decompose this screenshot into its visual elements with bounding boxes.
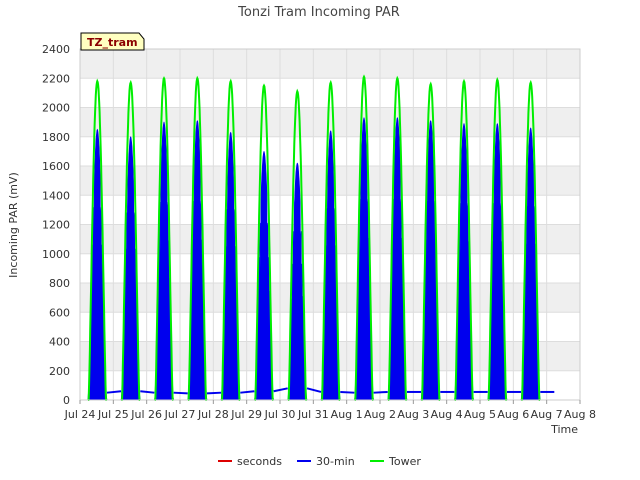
y-tick-label: 1400 — [42, 189, 70, 202]
y-tick-label: 1000 — [42, 248, 70, 261]
y-tick-label: 2000 — [42, 102, 70, 115]
y-tick-label: 600 — [49, 306, 70, 319]
x-tick-label: Jul 24 — [64, 408, 96, 421]
x-axis-ticks: Jul 24 Jul 25 Jul 26 Jul 27 Jul 28 Jul 29 Jul … — [64, 400, 596, 421]
x-tick-label: Jul 26 — [130, 408, 162, 421]
x-tick-label: Aug 2 — [364, 408, 396, 421]
series-30-min — [87, 116, 555, 401]
plot-band — [80, 49, 580, 79]
legend: seconds 30-min Tower — [218, 455, 421, 468]
night-baseline-30-min — [373, 390, 388, 394]
x-axis-label: Time — [550, 423, 578, 436]
y-tick-label: 2400 — [42, 43, 70, 56]
day-curve-tower — [87, 78, 108, 401]
legend-label-tower: Tower — [388, 455, 421, 468]
night-baseline-30-min — [106, 390, 122, 394]
x-tick-label: Aug 7 — [531, 408, 563, 421]
series-tower — [87, 74, 541, 401]
day-curve-tower — [520, 79, 541, 401]
x-tick-label: Aug 6 — [497, 408, 529, 421]
x-tick-label: Aug 1 — [331, 408, 363, 421]
night-baseline-30-min — [140, 390, 155, 394]
night-baseline-30-min — [173, 391, 188, 395]
x-tick-label: Jul 31 — [297, 408, 329, 421]
x-tick-label: Jul 29 — [230, 408, 262, 421]
y-tick-label: 0 — [63, 394, 70, 407]
y-axis-label: Incoming PAR (mV) — [7, 172, 20, 278]
legend-label-seconds: seconds — [237, 455, 282, 468]
y-axis-ticks: 0 200 400 600 800 1000 1200 1400 1600 1800 2000 220… — [42, 43, 70, 407]
tz-tram-badge: TZ_tram — [80, 32, 145, 51]
x-tick-label: Aug 8 — [564, 408, 596, 421]
day-curve-tower — [387, 75, 408, 401]
night-baseline-30-min — [240, 390, 255, 394]
day-curve-tower — [487, 76, 508, 401]
y-tick-label: 200 — [49, 365, 70, 378]
x-tick-label: Aug 5 — [464, 408, 496, 421]
y-tick-label: 400 — [49, 336, 70, 349]
day-curve-tower — [454, 78, 474, 401]
day-curve-tower — [420, 81, 441, 401]
day-curve-tower — [320, 79, 341, 401]
plot-frame — [79, 48, 581, 401]
legend-label-30-min: 30-min — [316, 455, 355, 468]
x-tick-label: Aug 4 — [431, 408, 463, 421]
day-curve-tower — [154, 76, 174, 401]
y-tick-label: 2200 — [42, 72, 70, 85]
y-tick-label: 1800 — [42, 131, 70, 144]
x-tick-label: Jul 28 — [197, 408, 229, 421]
chart-title: Tonzi Tram Incoming PAR — [237, 5, 400, 20]
night-baseline-30-min — [206, 391, 222, 395]
night-baseline-30-min — [306, 387, 322, 393]
night-baseline-30-min — [273, 387, 288, 393]
day-curve-tower — [120, 79, 141, 401]
night-baseline-30-min — [340, 390, 355, 394]
day-curve-tower — [220, 78, 241, 401]
day-curve-tower — [187, 75, 208, 401]
badge-label: TZ_tram — [87, 36, 138, 49]
y-tick-label: 800 — [49, 277, 70, 290]
day-curve-tower — [287, 88, 308, 401]
day-curve-tower — [254, 83, 274, 401]
day-curve-tower — [354, 74, 374, 401]
y-tick-label: 1200 — [42, 219, 70, 232]
x-tick-label: Jul 25 — [97, 408, 129, 421]
x-tick-label: Aug 3 — [397, 408, 429, 421]
y-tick-label: 1600 — [42, 160, 70, 173]
x-tick-label: Jul 30 — [264, 408, 296, 421]
x-tick-label: Jul 27 — [164, 408, 196, 421]
